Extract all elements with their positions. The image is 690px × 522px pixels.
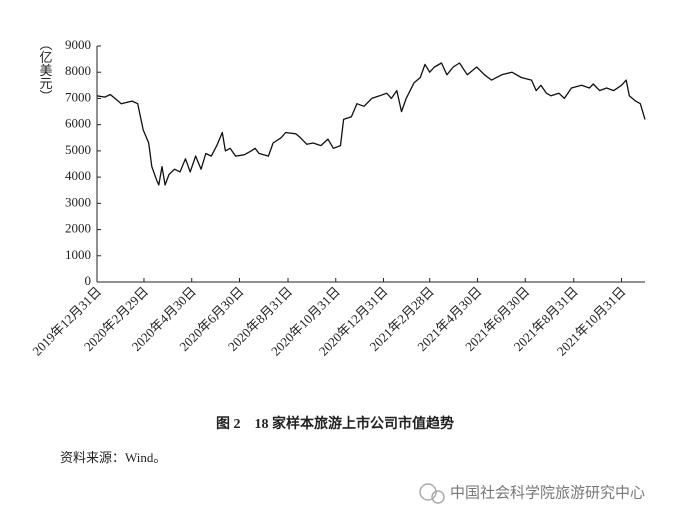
line (96, 62, 646, 186)
y-tick-label: 5000 (65, 142, 91, 157)
watermark: 中国社会科学院旅游研究中心 (450, 484, 645, 502)
source: 资料来源：Wind。 (60, 450, 166, 465)
chart-title: 图 2 18 家样本旅游上市公司市值趋势 (216, 415, 454, 432)
y-tick-label: 6000 (65, 116, 91, 131)
y-axis-label: （亿美元） (38, 38, 53, 103)
watermark-icon (419, 483, 445, 504)
y-tick-label: 9000 (65, 37, 91, 52)
y-tick-label: 8000 (65, 63, 91, 78)
y-tick-label: 4000 (65, 168, 91, 183)
y-tick-label: 2000 (65, 221, 91, 236)
y-tick-label: 1000 (65, 247, 91, 262)
y-tick-label: 0 (85, 273, 92, 288)
y-tick-label: 3000 (65, 194, 91, 209)
y-tick-label: 7000 (65, 89, 91, 104)
